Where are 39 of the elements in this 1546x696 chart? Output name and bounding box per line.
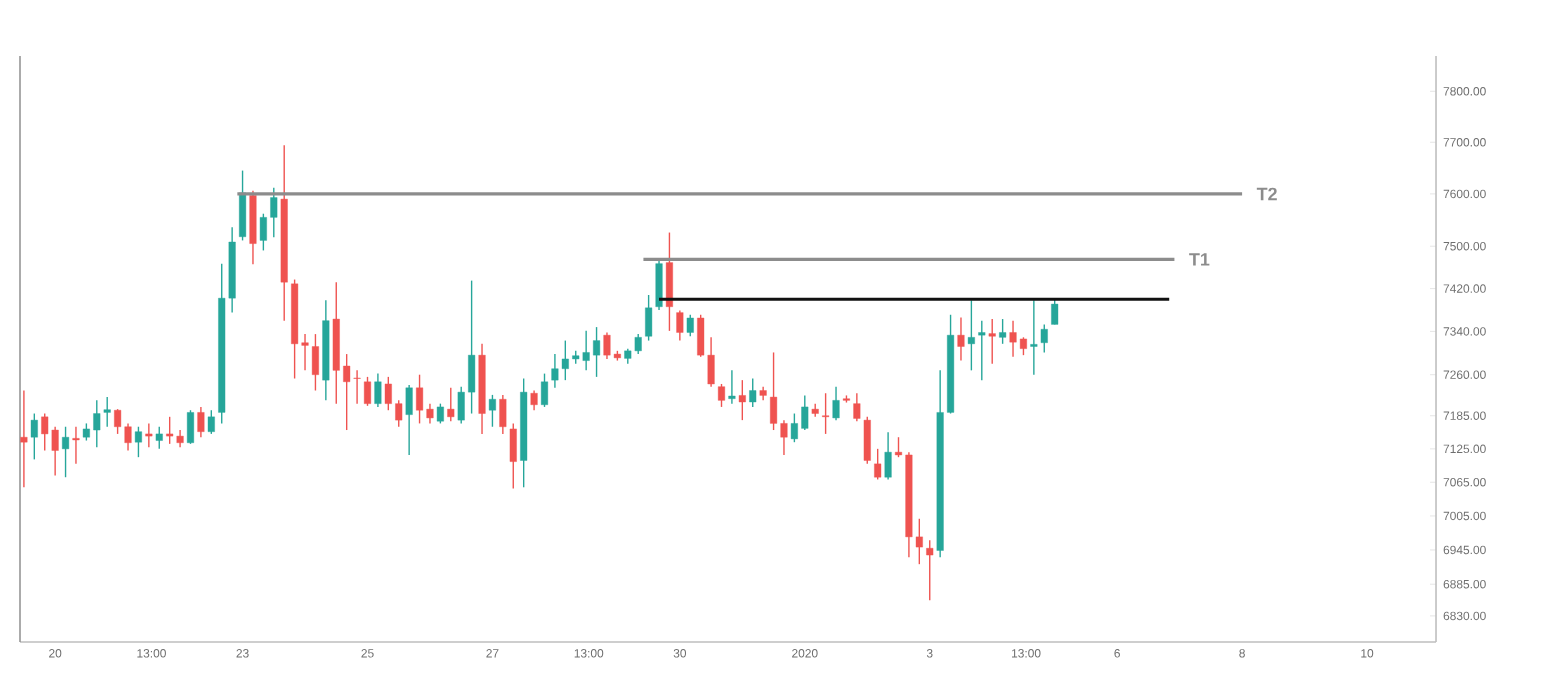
- candlestick: [999, 318, 1007, 345]
- candlestick: [665, 231, 673, 332]
- candlestick: [145, 422, 153, 448]
- candlestick: [509, 422, 517, 490]
- candlestick: [832, 385, 840, 421]
- candlestick: [1051, 298, 1059, 326]
- candlestick: [447, 387, 455, 422]
- candlestick: [1040, 323, 1048, 354]
- candlestick: [645, 294, 653, 342]
- candlestick: [717, 383, 726, 408]
- candlestick: [863, 416, 871, 465]
- candlestick: [239, 169, 247, 242]
- candlestick: [978, 319, 986, 381]
- candlestick: [874, 448, 882, 481]
- candlestick: [62, 426, 70, 478]
- series-label: T1: [1189, 253, 1210, 266]
- series-label: T2: [1256, 187, 1277, 201]
- candlestick: [155, 426, 163, 450]
- candlestick: [738, 379, 746, 421]
- candlestick: [759, 385, 767, 402]
- candlestick: [30, 412, 38, 461]
- candlestick: [926, 539, 934, 601]
- candlestick: [134, 426, 142, 458]
- candlestick: [749, 377, 757, 408]
- candlestick: [436, 402, 444, 425]
- candlestick: [728, 369, 736, 405]
- candlestick: [207, 409, 215, 435]
- candlestick: [103, 396, 111, 428]
- candlestick: [988, 318, 996, 365]
- candlestick: [822, 392, 830, 435]
- candlestick: [520, 377, 528, 488]
- candlestick: [488, 394, 496, 428]
- candlestick: [1030, 299, 1038, 376]
- candlestick: [280, 144, 288, 322]
- candlestick: [20, 389, 28, 488]
- candlestick: [311, 333, 319, 392]
- candlestick: [686, 314, 694, 337]
- candlestick: [967, 299, 975, 372]
- candlestick: [72, 426, 80, 465]
